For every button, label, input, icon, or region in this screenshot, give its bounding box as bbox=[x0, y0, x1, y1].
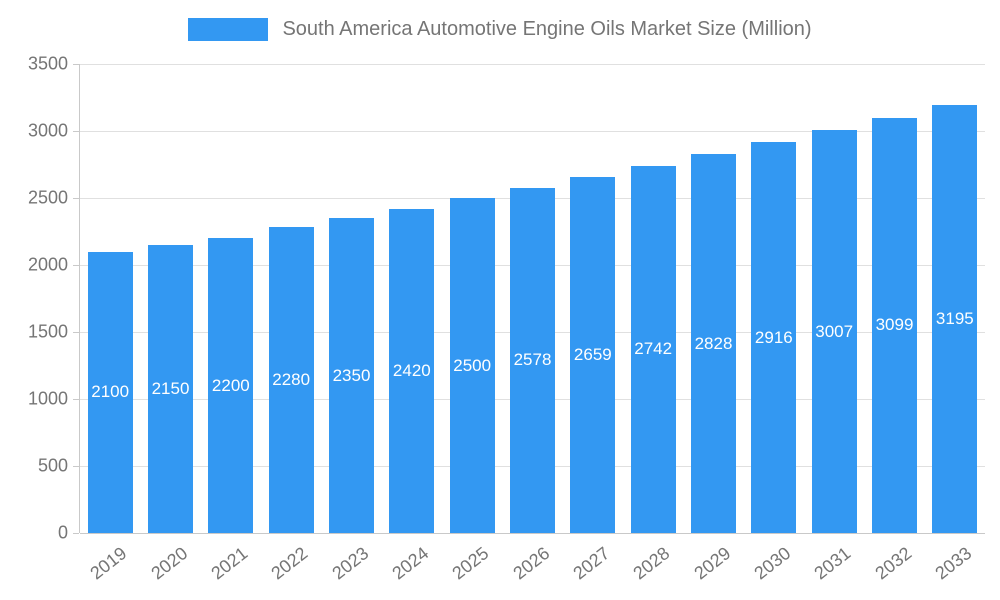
bar-2032: 3099 bbox=[872, 117, 917, 533]
bar-value-label: 2100 bbox=[91, 382, 130, 402]
gridline bbox=[80, 64, 985, 65]
gridline bbox=[80, 131, 985, 132]
y-tick-mark bbox=[73, 131, 79, 132]
x-tick-label: 2028 bbox=[629, 543, 674, 584]
legend-label: South America Automotive Engine Oils Mar… bbox=[282, 18, 812, 40]
plot-area: 2100 2150 2200 2280 2350 2420 2500 2578 2659 2742… bbox=[79, 64, 985, 534]
bar-2021: 2200 bbox=[208, 238, 254, 533]
bar-2023: 2350 bbox=[329, 218, 374, 533]
x-tick-label: 2021 bbox=[207, 543, 252, 584]
bar-2028: 2742 bbox=[630, 165, 676, 533]
bar-value-label: 2578 bbox=[513, 350, 552, 370]
bar-value-label: 2420 bbox=[392, 360, 431, 380]
y-tick-label: 1000 bbox=[27, 388, 68, 409]
y-axis-line bbox=[79, 64, 80, 533]
x-tick-label: 2026 bbox=[508, 543, 553, 584]
y-tick-label: 3500 bbox=[27, 53, 68, 74]
bar-2033: 3195 bbox=[932, 104, 978, 533]
legend-item[interactable]: South America Automotive Engine Oils Mar… bbox=[0, 18, 1000, 41]
y-tick-mark bbox=[73, 265, 79, 266]
x-tick-label: 2020 bbox=[146, 543, 191, 584]
y-tick-mark bbox=[73, 466, 79, 467]
bar-value-label: 2659 bbox=[573, 344, 612, 364]
x-tick-label: 2031 bbox=[810, 543, 855, 584]
bar-2027: 2659 bbox=[570, 176, 616, 533]
x-tick-label: 2023 bbox=[327, 543, 372, 584]
y-tick-mark bbox=[73, 198, 79, 199]
x-tick-label: 2030 bbox=[750, 543, 795, 584]
bar-value-label: 3099 bbox=[875, 315, 914, 335]
x-tick-label: 2025 bbox=[448, 543, 493, 584]
y-tick-label: 500 bbox=[37, 455, 68, 476]
bar-value-label: 2916 bbox=[754, 327, 793, 347]
y-tick-mark bbox=[73, 533, 79, 534]
x-tick-label: 2032 bbox=[870, 543, 915, 584]
bar-2029: 2828 bbox=[691, 154, 736, 533]
bar-2022: 2280 bbox=[268, 227, 314, 533]
x-tick-label: 2019 bbox=[86, 543, 131, 584]
bar-value-label: 2350 bbox=[332, 365, 371, 385]
bar-value-label: 2200 bbox=[211, 375, 250, 395]
y-tick-mark bbox=[73, 64, 79, 65]
bar-value-label: 2500 bbox=[453, 355, 492, 375]
bar-value-label: 2280 bbox=[272, 370, 311, 390]
bar-value-label: 2742 bbox=[634, 339, 673, 359]
y-tick-label: 0 bbox=[57, 522, 68, 543]
y-tick-label: 1500 bbox=[27, 321, 68, 342]
bar-value-label: 2828 bbox=[694, 333, 733, 353]
x-tick-label: 2027 bbox=[569, 543, 614, 584]
bar-2025: 2500 bbox=[449, 198, 495, 533]
legend-swatch bbox=[188, 18, 269, 41]
x-tick-label: 2033 bbox=[931, 543, 976, 584]
y-tick-label: 2000 bbox=[27, 254, 68, 275]
x-tick-label: 2029 bbox=[689, 543, 734, 584]
bar-2020: 2150 bbox=[148, 244, 193, 533]
x-tick-label: 2022 bbox=[267, 543, 312, 584]
bar-2024: 2420 bbox=[389, 208, 435, 533]
y-tick-label: 2500 bbox=[27, 187, 68, 208]
bar-2019: 2100 bbox=[87, 251, 133, 533]
bar-2030: 2916 bbox=[751, 142, 797, 533]
y-tick-mark bbox=[73, 399, 79, 400]
bar-value-label: 3007 bbox=[815, 321, 854, 341]
bar-value-label: 3195 bbox=[935, 308, 974, 328]
bar-2026: 2578 bbox=[510, 187, 555, 533]
x-tick-label: 2024 bbox=[388, 543, 433, 584]
bar-2031: 3007 bbox=[811, 130, 857, 533]
y-tick-mark bbox=[73, 332, 79, 333]
y-tick-label: 3000 bbox=[27, 120, 68, 141]
x-axis-line bbox=[80, 533, 985, 534]
bar-value-label: 2150 bbox=[151, 378, 190, 398]
